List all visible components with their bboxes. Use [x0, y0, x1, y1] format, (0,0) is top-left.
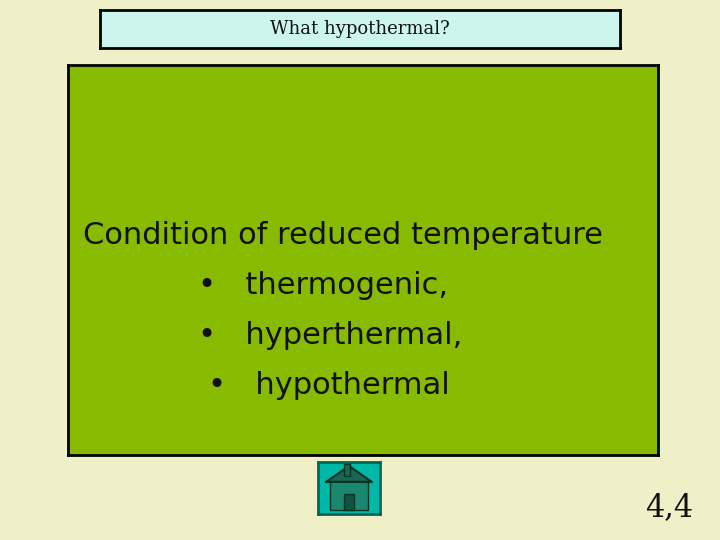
FancyBboxPatch shape	[344, 464, 350, 476]
FancyBboxPatch shape	[330, 481, 368, 510]
Text: •   hyperthermal,: • hyperthermal,	[198, 321, 462, 349]
Text: Condition of reduced temperature: Condition of reduced temperature	[83, 220, 603, 249]
Text: •   hypothermal: • hypothermal	[208, 370, 450, 400]
Text: •   thermogenic,: • thermogenic,	[198, 271, 448, 300]
Polygon shape	[326, 466, 372, 482]
FancyBboxPatch shape	[344, 494, 354, 510]
Text: What hypothermal?: What hypothermal?	[270, 20, 450, 38]
Text: 4,4: 4,4	[646, 492, 693, 523]
